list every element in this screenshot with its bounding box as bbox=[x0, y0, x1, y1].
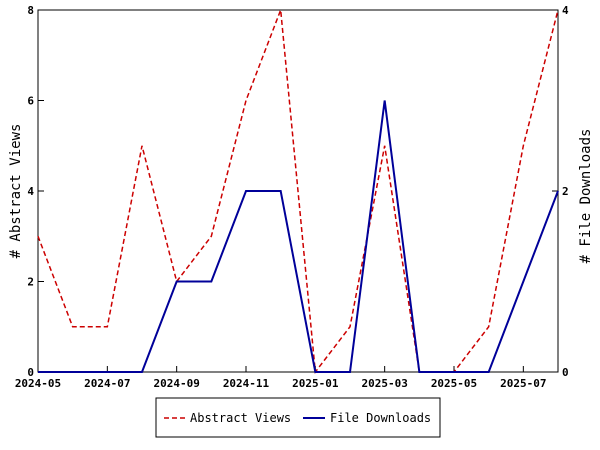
legend-box bbox=[155, 397, 441, 438]
tick-group: 2024-05 2024-07 2024-09 2024-11 2025-01 2025-… bbox=[15, 4, 569, 390]
x-tick-label: 2024-09 bbox=[153, 377, 199, 390]
x-tick-label: 2024-11 bbox=[223, 377, 270, 390]
x-tick-label: 2024-05 bbox=[15, 377, 61, 390]
x-tick-label: 2024-07 bbox=[84, 377, 130, 390]
legend-label-file-downloads: File Downloads bbox=[330, 411, 431, 425]
y-right-tick-label: 4 bbox=[562, 4, 569, 17]
y-left-tick-label: 0 bbox=[27, 366, 34, 379]
y-right-axis-title: # File Downloads bbox=[578, 129, 594, 264]
y-left-tick-label: 4 bbox=[27, 185, 34, 198]
y-left-tick-label: 6 bbox=[27, 95, 34, 108]
x-tick-label: 2025-07 bbox=[500, 377, 546, 390]
x-tick-label: 2025-05 bbox=[431, 377, 477, 390]
x-tick-label: 2025-03 bbox=[361, 377, 407, 390]
y-left-tick-label: 2 bbox=[27, 276, 34, 289]
legend: Abstract Views File Downloads bbox=[155, 397, 441, 438]
y-right-tick-label: 0 bbox=[562, 366, 569, 379]
y-right-tick-label: 2 bbox=[562, 185, 569, 198]
series-line-file-downloads bbox=[38, 100, 559, 373]
legend-label-abstract-views: Abstract Views bbox=[190, 411, 291, 425]
y-left-axis-title: # Abstract Views bbox=[8, 124, 24, 259]
series-layer bbox=[37, 9, 559, 374]
y-left-tick-label: 8 bbox=[27, 4, 34, 17]
series-line-abstract-views bbox=[37, 9, 559, 374]
x-tick-label: 2025-01 bbox=[292, 377, 339, 390]
